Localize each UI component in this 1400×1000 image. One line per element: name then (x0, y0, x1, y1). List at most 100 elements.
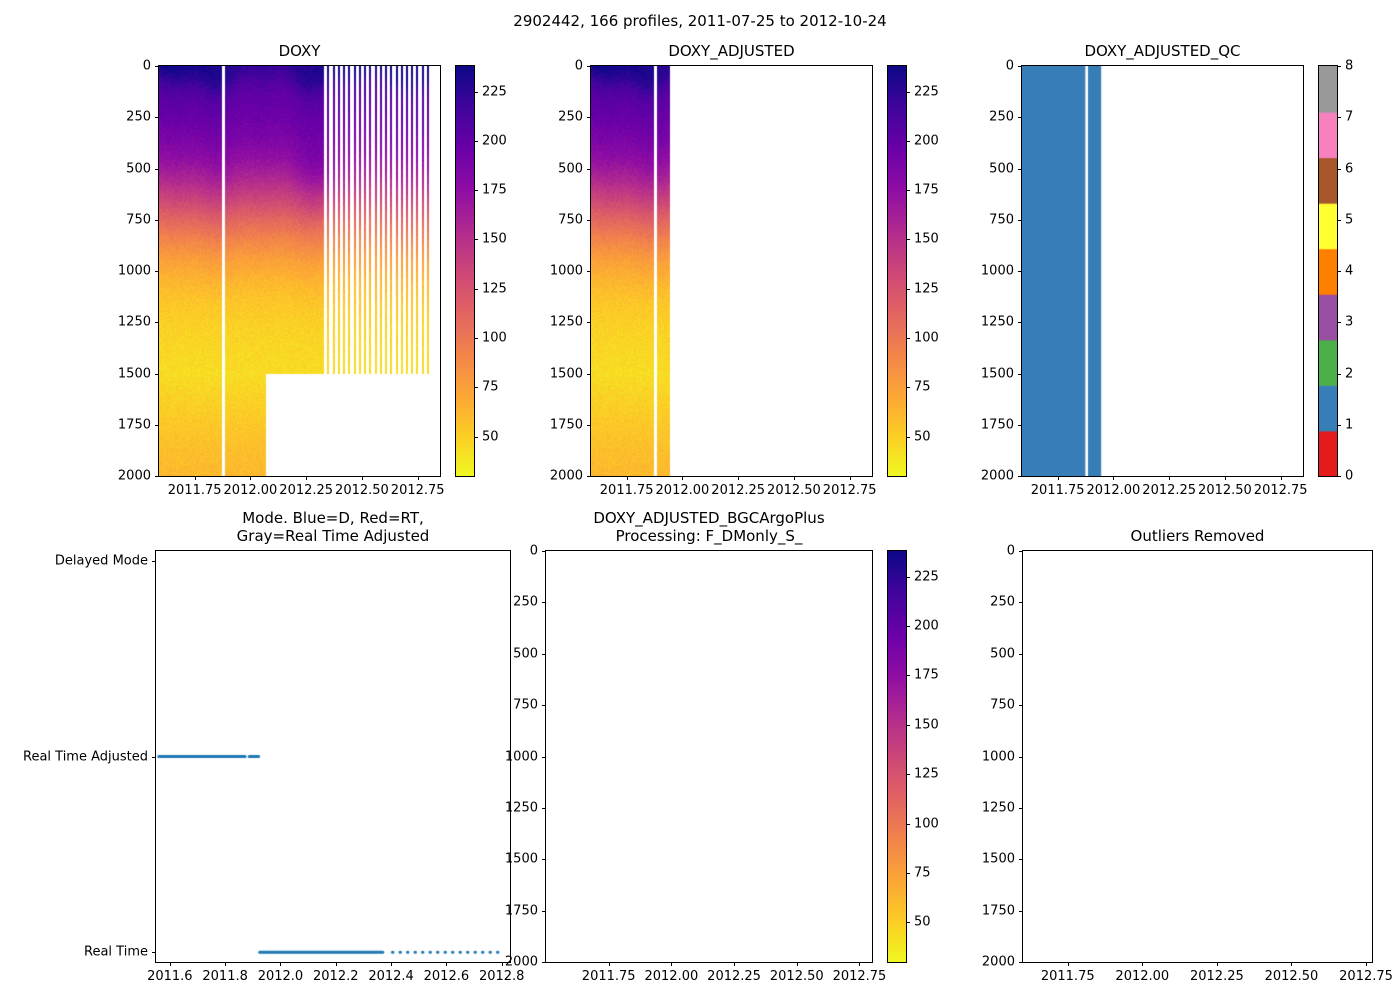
bgcargoplus-subplot: DOXY_ADJUSTED_BGCArgoPlus Processing: F_… (505, 509, 886, 984)
x-tick-mark (849, 476, 851, 480)
y-tick-label: 1000 (504, 749, 538, 764)
colorbar-tick-label: 3 (1345, 314, 1354, 330)
y-tick-mark (542, 551, 546, 552)
colorbar-tick-mark (474, 190, 478, 192)
y-tick-label: 250 (990, 594, 1015, 610)
y-tick-label: 1000 (117, 263, 151, 279)
colorbar-tick-label: 125 (914, 281, 939, 297)
colorbar-tick-label: 175 (914, 667, 939, 683)
y-tick-mark (1019, 705, 1023, 707)
colorbar-tick-mark (1337, 271, 1341, 272)
x-tick-mark (1224, 476, 1226, 480)
doxy-adjusted-colorbar-canvas (888, 66, 906, 476)
y-tick-mark (155, 168, 159, 170)
x-tick-label: 2011.8 (202, 969, 248, 984)
doxy-adjusted-title: DOXY_ADJUSTED (668, 42, 795, 60)
colorbar-tick-label: 200 (914, 133, 939, 149)
y-tick-mark (155, 373, 159, 375)
y-tick-mark (152, 952, 156, 954)
x-tick-mark (1067, 962, 1069, 966)
x-tick-label: 2012.50 (767, 483, 821, 498)
y-tick-label: 500 (558, 161, 583, 176)
colorbar-tick-mark (906, 823, 910, 825)
y-tick-label: 1750 (549, 417, 583, 433)
y-tick-mark (542, 705, 546, 707)
y-tick-mark (587, 373, 591, 375)
x-tick-mark (194, 476, 196, 480)
colorbar-tick-label: 75 (914, 379, 931, 395)
mode-title: Mode. Blue=D, Red=RT, Gray=Real Time Adj… (236, 509, 430, 545)
x-tick-label: 2012.75 (1339, 969, 1393, 984)
x-tick-mark (446, 962, 448, 966)
x-tick-mark (682, 476, 684, 480)
x-tick-mark (1169, 476, 1171, 480)
y-tick-mark (1019, 756, 1023, 758)
colorbar-tick-label: 125 (914, 766, 939, 782)
y-tick-mark (155, 219, 159, 221)
y-tick-mark (542, 653, 546, 655)
y-tick-mark (542, 859, 546, 861)
y-tick-mark (542, 962, 546, 963)
doxy-subplot: DOXY 2011.75 2012.00 2012.25 2012.50 2012.75… (118, 42, 445, 498)
x-tick-mark (1280, 476, 1282, 480)
x-tick-label: 2012.25 (707, 969, 761, 984)
colorbar-tick-mark (906, 140, 910, 142)
colorbar-tick-label: 150 (914, 717, 939, 733)
colorbar-tick-mark (906, 873, 910, 875)
y-tick-label: 1000 (981, 749, 1015, 764)
y-tick-mark (1018, 373, 1022, 375)
y-tick-label: 2000 (117, 468, 151, 484)
doxy-adjusted-subplot: DOXY_ADJUSTED 2011.75 2012.00 2012.25 2012.… (550, 42, 877, 498)
colorbar-tick-label: 4 (1345, 263, 1354, 279)
x-tick-label: 2012.75 (822, 483, 877, 498)
y-tick-mark (1019, 807, 1023, 809)
colorbar-tick-mark (906, 239, 910, 241)
y-tick-label: 750 (126, 212, 151, 228)
colorbar-tick-label: 2 (1345, 366, 1354, 381)
x-tick-label: 2012.4 (368, 969, 414, 984)
x-tick-label: 2012.50 (335, 483, 389, 498)
x-tick-mark (280, 962, 282, 966)
y-tick-label: 750 (990, 697, 1015, 713)
y-tick-mark (542, 756, 546, 758)
x-tick-mark (306, 476, 308, 480)
y-tick-label: 500 (126, 161, 151, 176)
doxy-colorbar-canvas (456, 66, 474, 476)
x-tick-mark (1366, 962, 1368, 966)
y-tick-mark (1018, 168, 1022, 170)
y-tick-label: 250 (989, 109, 1014, 125)
y-tick-mark (587, 219, 591, 221)
y-tick-mark (587, 66, 591, 67)
y-tick-mark (1019, 551, 1023, 552)
colorbar-tick-mark (1337, 424, 1341, 426)
colorbar-tick-mark (1337, 322, 1341, 324)
y-tick-mark (542, 602, 546, 604)
qc-colorbar: 0 1 2 3 4 5 6 7 8 (1318, 59, 1353, 484)
y-tick-label: 1750 (504, 903, 538, 919)
x-tick-label: 2012.6 (423, 969, 470, 984)
colorbar-tick-label: 150 (482, 231, 507, 247)
colorbar-tick-label: 8 (1345, 58, 1354, 74)
y-tick-mark (155, 117, 159, 119)
y-tick-label: 1750 (117, 417, 151, 433)
colorbar-tick-label: 200 (482, 133, 507, 149)
x-tick-mark (796, 962, 798, 966)
y-tick-label: 1500 (981, 851, 1015, 867)
colorbar-tick-mark (474, 288, 478, 290)
y-tick-label: 250 (126, 109, 151, 125)
x-tick-mark (793, 476, 795, 480)
x-tick-label: 2012.00 (655, 483, 710, 498)
y-tick-label: 0 (1006, 543, 1015, 559)
colorbar-tick-mark (906, 626, 910, 628)
y-tick-label: 250 (558, 109, 583, 125)
colorbar-tick-mark (906, 922, 910, 924)
colorbar-tick-label: 50 (914, 914, 931, 930)
outliers-removed-canvas (1023, 551, 1372, 962)
y-tick-label: 1500 (980, 366, 1014, 381)
colorbar-tick-mark (1337, 373, 1341, 375)
colorbar-tick-mark (906, 387, 910, 389)
colorbar-tick-mark (1337, 219, 1341, 221)
colorbar-tick-label: 6 (1345, 161, 1354, 176)
x-tick-label: 2012.00 (1115, 969, 1170, 984)
